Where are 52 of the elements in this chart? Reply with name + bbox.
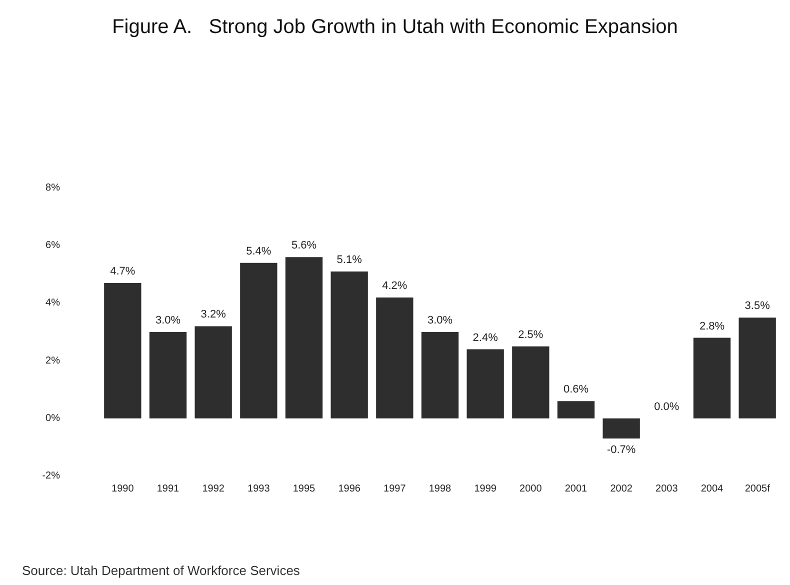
data-label: 4.2% [382,280,408,292]
bar [421,332,459,418]
y-tick-label: 4% [46,298,60,309]
data-label: 0.0% [654,400,680,413]
x-tick-label: 1993 [248,484,270,494]
y-tick-label: 0% [46,412,60,424]
data-label: 0.6% [563,384,589,396]
bar [104,283,142,418]
x-tick-label: 2000 [520,484,542,494]
x-tick-label: 1990 [112,484,134,494]
x-tick-label: 2004 [700,484,724,494]
x-tick-label: 2003 [656,484,678,494]
data-label: 3.0% [155,314,181,326]
data-label: 5.4% [246,245,272,258]
data-label: 2.5% [518,328,544,341]
source-note: Source: Utah Department of Workforce Services [22,563,300,578]
bar [285,257,323,418]
x-tick-label: 1995 [292,484,316,494]
y-tick-label: -2% [42,470,60,482]
data-label: 2.8% [699,320,725,332]
bar [240,262,278,418]
y-tick-label: 2% [46,355,60,366]
data-label: 3.2% [200,308,226,321]
data-label: 3.5% [744,300,770,312]
data-label: -0.7% [606,444,636,456]
bar [738,318,776,418]
x-tick-label: 2002 [610,484,633,494]
x-tick-label: 1991 [156,484,180,494]
y-tick-label: 8% [46,182,60,194]
x-tick-label: 1992 [202,484,225,494]
data-label: 3.0% [427,314,453,326]
bar [466,349,504,418]
y-tick-label: 6% [46,240,60,252]
x-tick-label: 2005f [744,484,770,494]
data-label: 4.7% [110,266,136,278]
x-tick-label: 1999 [474,484,497,494]
bar [149,332,187,418]
data-label: 5.1% [336,254,362,266]
bar [693,338,731,418]
x-tick-label: 2001 [564,484,588,494]
bar [194,326,232,418]
bar [557,401,595,418]
x-tick-label: 1998 [428,484,452,494]
data-label: 5.6% [291,240,317,252]
data-label: 2.4% [472,332,498,344]
bar [376,297,414,418]
bar [512,346,550,418]
x-tick-label: 1996 [338,484,361,494]
bar [330,272,368,418]
x-tick-label: 1997 [384,484,406,494]
bar [602,418,640,439]
chart-title: Figure A. Strong Job Growth in Utah with Economic Expansion [112,16,678,38]
